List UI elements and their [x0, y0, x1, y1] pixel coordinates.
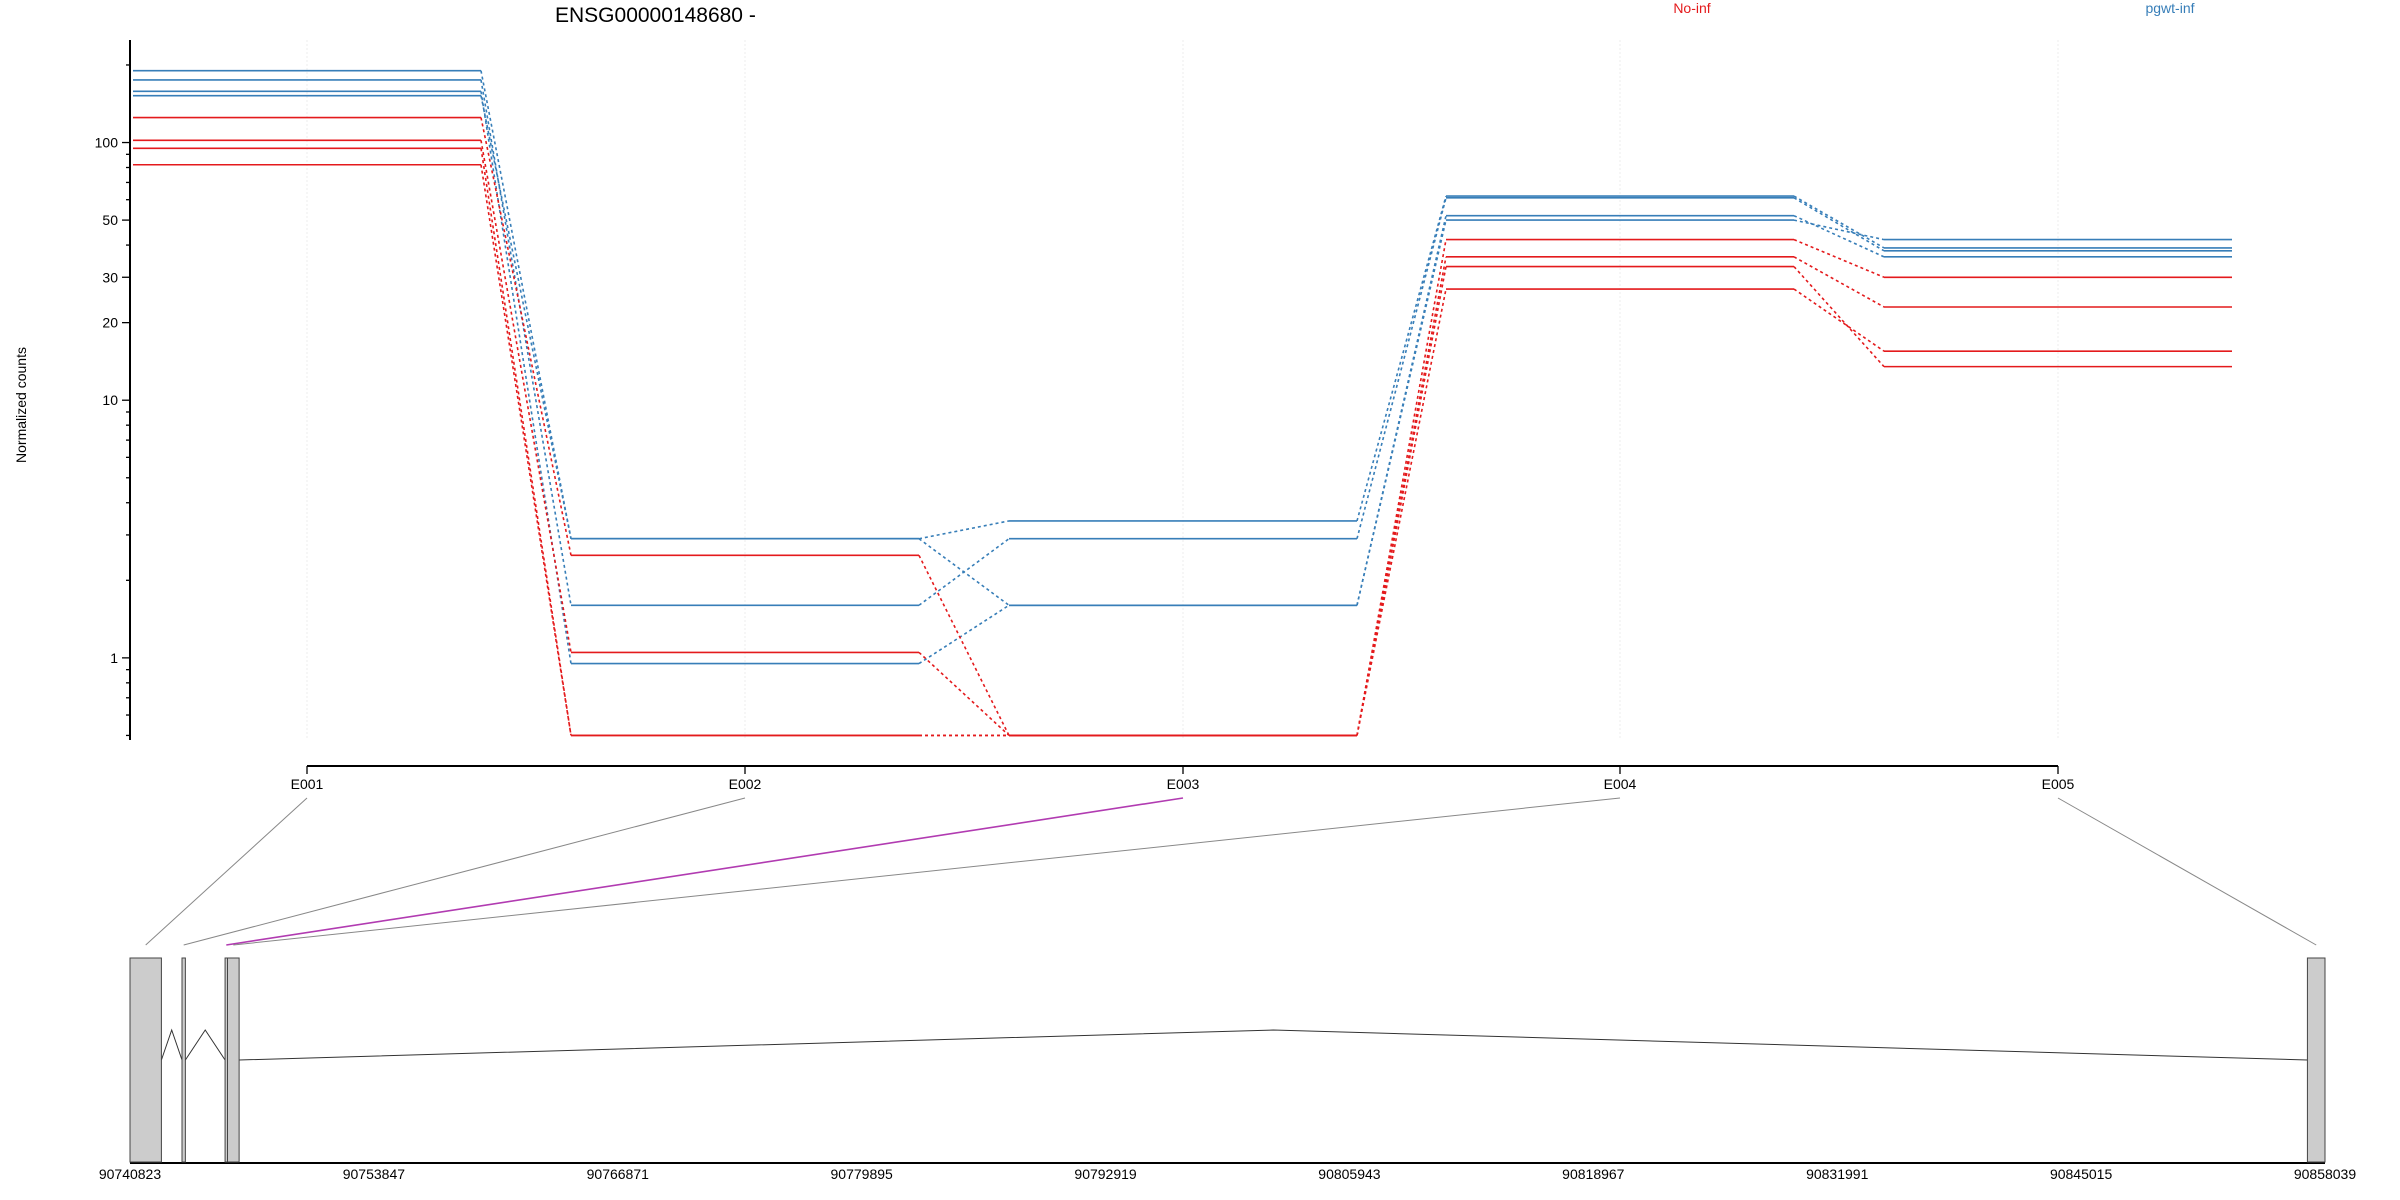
transition-line [1793, 288, 1885, 352]
series-lines [133, 69, 2232, 737]
y-tick-label: 10 [102, 392, 118, 408]
exon-block-e004 [227, 957, 240, 1163]
coordinate-label: 90779895 [831, 1166, 894, 1182]
transition-line [1356, 288, 1447, 736]
chart-title: ENSG00000148680 - [555, 4, 756, 27]
transition-line [1356, 266, 1447, 736]
x-axis: E001 E002 E003 E004 E005 [291, 765, 2075, 792]
exon-block-e005 [2306, 957, 2326, 1163]
series-No-inf-4 [133, 116, 2232, 737]
transition-line [480, 140, 572, 653]
transition-line [480, 70, 572, 539]
coordinate-label: 90805943 [1318, 1166, 1381, 1182]
x-tick-label-e005: E005 [2042, 776, 2075, 792]
coordinate-label: 90858039 [2294, 1166, 2357, 1182]
coordinate-label: 90766871 [587, 1166, 650, 1182]
connector-e004 [233, 797, 1621, 946]
transition-line [1356, 219, 1447, 606]
transition-line [1793, 266, 1885, 368]
exon-block-e002 [181, 957, 186, 1163]
intron-line [184, 1029, 226, 1061]
legend: No-inf pgwt-inf [1673, 0, 2194, 16]
transition-line [480, 79, 572, 606]
connector-e005 [2057, 797, 2317, 946]
transition-line [1793, 238, 1885, 279]
transition-line [1793, 256, 1885, 308]
transition-line [1793, 197, 1885, 252]
connector-e002 [183, 797, 746, 946]
transition-line [918, 651, 1010, 737]
x-tick-label-e004: E004 [1604, 776, 1637, 792]
transition-line [480, 95, 572, 539]
coordinate-label: 90740823 [99, 1166, 162, 1182]
x-tick-label-e003: E003 [1167, 776, 1200, 792]
transition-line [480, 117, 572, 556]
y-tick-label: 1 [110, 650, 118, 666]
transition-line [1356, 197, 1447, 539]
intron-line [160, 1028, 183, 1061]
transition-line [1356, 239, 1447, 736]
y-axis-label: Normalized counts [13, 347, 29, 463]
connector-e003 [226, 797, 1184, 946]
transition-line [918, 554, 1010, 736]
series-pgwt-inf-1 [133, 79, 2232, 607]
transition-line [918, 604, 1010, 665]
x-tick-label-e002: E002 [729, 776, 762, 792]
y-tick-label: 100 [95, 135, 119, 151]
transition-line [1793, 195, 1885, 249]
series-pgwt-inf-3 [133, 94, 2232, 607]
transition-line [918, 520, 1010, 540]
transition-line [480, 164, 572, 736]
y-axis: 1 10 20 30 50 100 [95, 40, 131, 740]
coordinate-label: 90818967 [1562, 1166, 1625, 1182]
gene-model: 90740823 90753847 90766871 90779895 90792919… [99, 957, 2357, 1182]
y-tick-label: 30 [102, 269, 118, 285]
y-tick-label: 50 [102, 212, 118, 228]
coordinate-label: 90792919 [1074, 1166, 1137, 1182]
transition-line [918, 538, 1010, 606]
legend-entry: pgwt-inf [2145, 0, 2194, 16]
y-tick-label: 20 [102, 315, 118, 331]
coordinate-label: 90831991 [1806, 1166, 1869, 1182]
x-tick-label-e001: E001 [291, 776, 324, 792]
transition-line [1356, 195, 1447, 522]
connector-e001 [145, 797, 308, 946]
intron-line [239, 1029, 2308, 1061]
grid [306, 40, 2059, 740]
legend-entry: No-inf [1673, 0, 1710, 16]
coordinate-label: 90845015 [2050, 1166, 2113, 1182]
exon-block-e001 [129, 957, 162, 1163]
exon-connectors [145, 797, 2317, 946]
coordinate-label: 90753847 [343, 1166, 406, 1182]
transition-line [1793, 214, 1885, 258]
series-No-inf-7 [133, 163, 2232, 737]
